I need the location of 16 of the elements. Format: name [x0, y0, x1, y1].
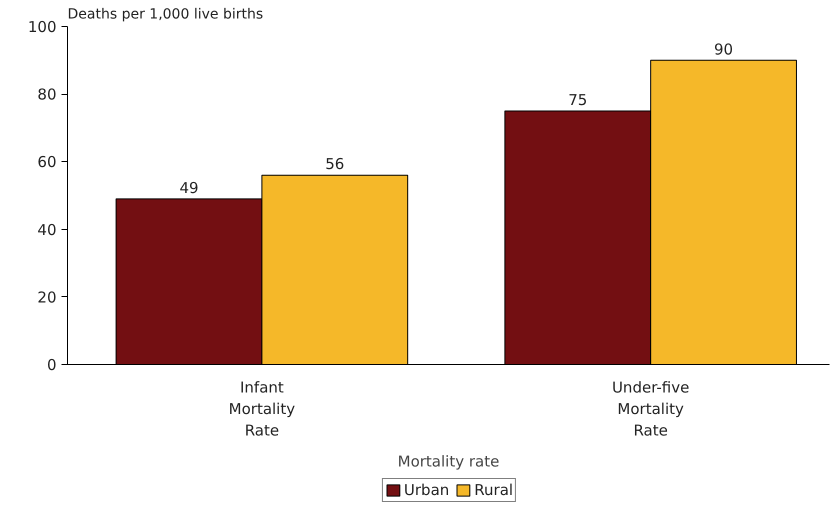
y-tick-label: 80	[37, 86, 57, 104]
y-axis-title: Deaths per 1,000 live births	[68, 6, 264, 22]
data-label: 49	[179, 178, 199, 197]
data-label: 56	[325, 155, 344, 174]
y-tick-label: 20	[37, 288, 57, 306]
x-tick-label: Under-five Mortality Rate	[612, 378, 690, 440]
data-label: 75	[568, 91, 588, 109]
legend-label: Urban	[404, 481, 450, 499]
y-tick-label: 40	[37, 220, 57, 239]
data-label: 90	[714, 40, 734, 58]
legend-label: Rural	[474, 481, 514, 499]
y-tick-label: 100	[28, 18, 57, 36]
x-axis-title: Mortality rate	[398, 452, 500, 471]
y-tick-label: 0	[46, 356, 57, 374]
x-tick-label: Infant Mortality Rate	[228, 378, 296, 440]
y-tick-label: 60	[37, 153, 57, 172]
